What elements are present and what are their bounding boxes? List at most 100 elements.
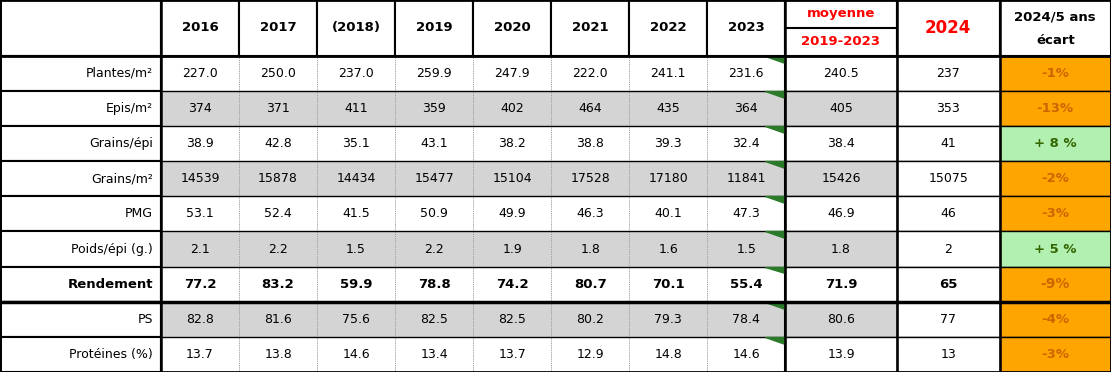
Text: Rendement: Rendement (68, 278, 153, 291)
Text: 83.2: 83.2 (262, 278, 294, 291)
Text: 1.8: 1.8 (831, 243, 851, 256)
Polygon shape (764, 56, 785, 63)
Text: 1.9: 1.9 (502, 243, 522, 256)
Text: 41.5: 41.5 (342, 208, 370, 220)
Bar (239, 231, 317, 267)
Polygon shape (764, 196, 785, 203)
Text: -3%: -3% (1041, 348, 1069, 361)
Polygon shape (764, 337, 785, 344)
Bar (473, 161, 551, 196)
Bar (708, 161, 785, 196)
Polygon shape (764, 302, 785, 309)
Bar (396, 0, 473, 56)
Bar (1000, 56, 1111, 91)
Bar (239, 126, 317, 161)
Text: -3%: -3% (1041, 208, 1069, 220)
Text: 13.8: 13.8 (264, 348, 292, 361)
Bar (0, 0, 161, 56)
Bar (473, 337, 551, 372)
Text: 2022: 2022 (650, 22, 687, 34)
Text: 77.2: 77.2 (183, 278, 217, 291)
Text: 402: 402 (500, 102, 524, 115)
Bar (1000, 91, 1111, 126)
Bar (785, 196, 897, 231)
Bar (708, 56, 785, 91)
Bar (396, 337, 473, 372)
Text: 80.2: 80.2 (577, 313, 604, 326)
Text: 359: 359 (422, 102, 446, 115)
Text: 14434: 14434 (337, 172, 376, 185)
Text: 55.4: 55.4 (730, 278, 762, 291)
Bar (1000, 196, 1111, 231)
Bar (161, 337, 239, 372)
Bar (897, 231, 1000, 267)
Text: 42.8: 42.8 (264, 137, 292, 150)
Bar (239, 196, 317, 231)
Text: 35.1: 35.1 (342, 137, 370, 150)
Bar (551, 337, 629, 372)
Bar (708, 302, 785, 337)
Text: + 5 %: + 5 % (1034, 243, 1077, 256)
Bar (161, 267, 239, 302)
Text: 12.9: 12.9 (577, 348, 604, 361)
Text: -9%: -9% (1041, 277, 1070, 291)
Polygon shape (764, 91, 785, 98)
Text: 13.9: 13.9 (828, 348, 854, 361)
Text: 38.8: 38.8 (577, 137, 604, 150)
Bar (161, 231, 239, 267)
Text: Protéines (%): Protéines (%) (70, 348, 153, 361)
Bar (551, 0, 629, 56)
Text: -1%: -1% (1041, 67, 1069, 80)
Bar (239, 161, 317, 196)
Text: 17180: 17180 (649, 172, 688, 185)
Bar (708, 0, 785, 56)
Bar (317, 302, 396, 337)
Text: 71.9: 71.9 (824, 278, 858, 291)
Polygon shape (764, 267, 785, 273)
Text: 2024/5 ans: 2024/5 ans (1014, 10, 1097, 23)
Text: 2: 2 (944, 243, 952, 256)
Text: 77: 77 (940, 313, 957, 326)
Text: 14539: 14539 (180, 172, 220, 185)
Bar (473, 91, 551, 126)
Text: 364: 364 (734, 102, 758, 115)
Bar (629, 161, 708, 196)
Text: 13.7: 13.7 (187, 348, 214, 361)
Text: 43.1: 43.1 (420, 137, 448, 150)
Bar (897, 56, 1000, 91)
Text: (2018): (2018) (331, 22, 381, 34)
Bar (473, 302, 551, 337)
Text: 82.5: 82.5 (420, 313, 448, 326)
Bar (317, 161, 396, 196)
Text: 2017: 2017 (260, 22, 297, 34)
Bar (317, 231, 396, 267)
Text: 78.4: 78.4 (732, 313, 760, 326)
Bar (161, 56, 239, 91)
Bar (161, 302, 239, 337)
Bar (317, 126, 396, 161)
Bar (1000, 302, 1111, 337)
Bar (161, 0, 239, 56)
Bar (551, 126, 629, 161)
Text: 353: 353 (937, 102, 960, 115)
Text: 2019-2023: 2019-2023 (801, 35, 881, 48)
Bar (473, 267, 551, 302)
Text: 247.9: 247.9 (494, 67, 530, 80)
Bar (1000, 231, 1111, 267)
Bar (239, 337, 317, 372)
Bar (473, 0, 551, 56)
Bar (897, 267, 1000, 302)
Bar (551, 56, 629, 91)
Bar (0, 302, 161, 337)
Text: 464: 464 (579, 102, 602, 115)
Bar (785, 161, 897, 196)
Text: 41: 41 (940, 137, 955, 150)
Bar (473, 56, 551, 91)
Bar (396, 56, 473, 91)
Bar (897, 0, 1000, 56)
Text: 65: 65 (939, 278, 958, 291)
Text: PS: PS (138, 313, 153, 326)
Text: Grains/épi: Grains/épi (89, 137, 153, 150)
Text: + 8 %: + 8 % (1034, 137, 1077, 150)
Text: 1.6: 1.6 (659, 243, 678, 256)
